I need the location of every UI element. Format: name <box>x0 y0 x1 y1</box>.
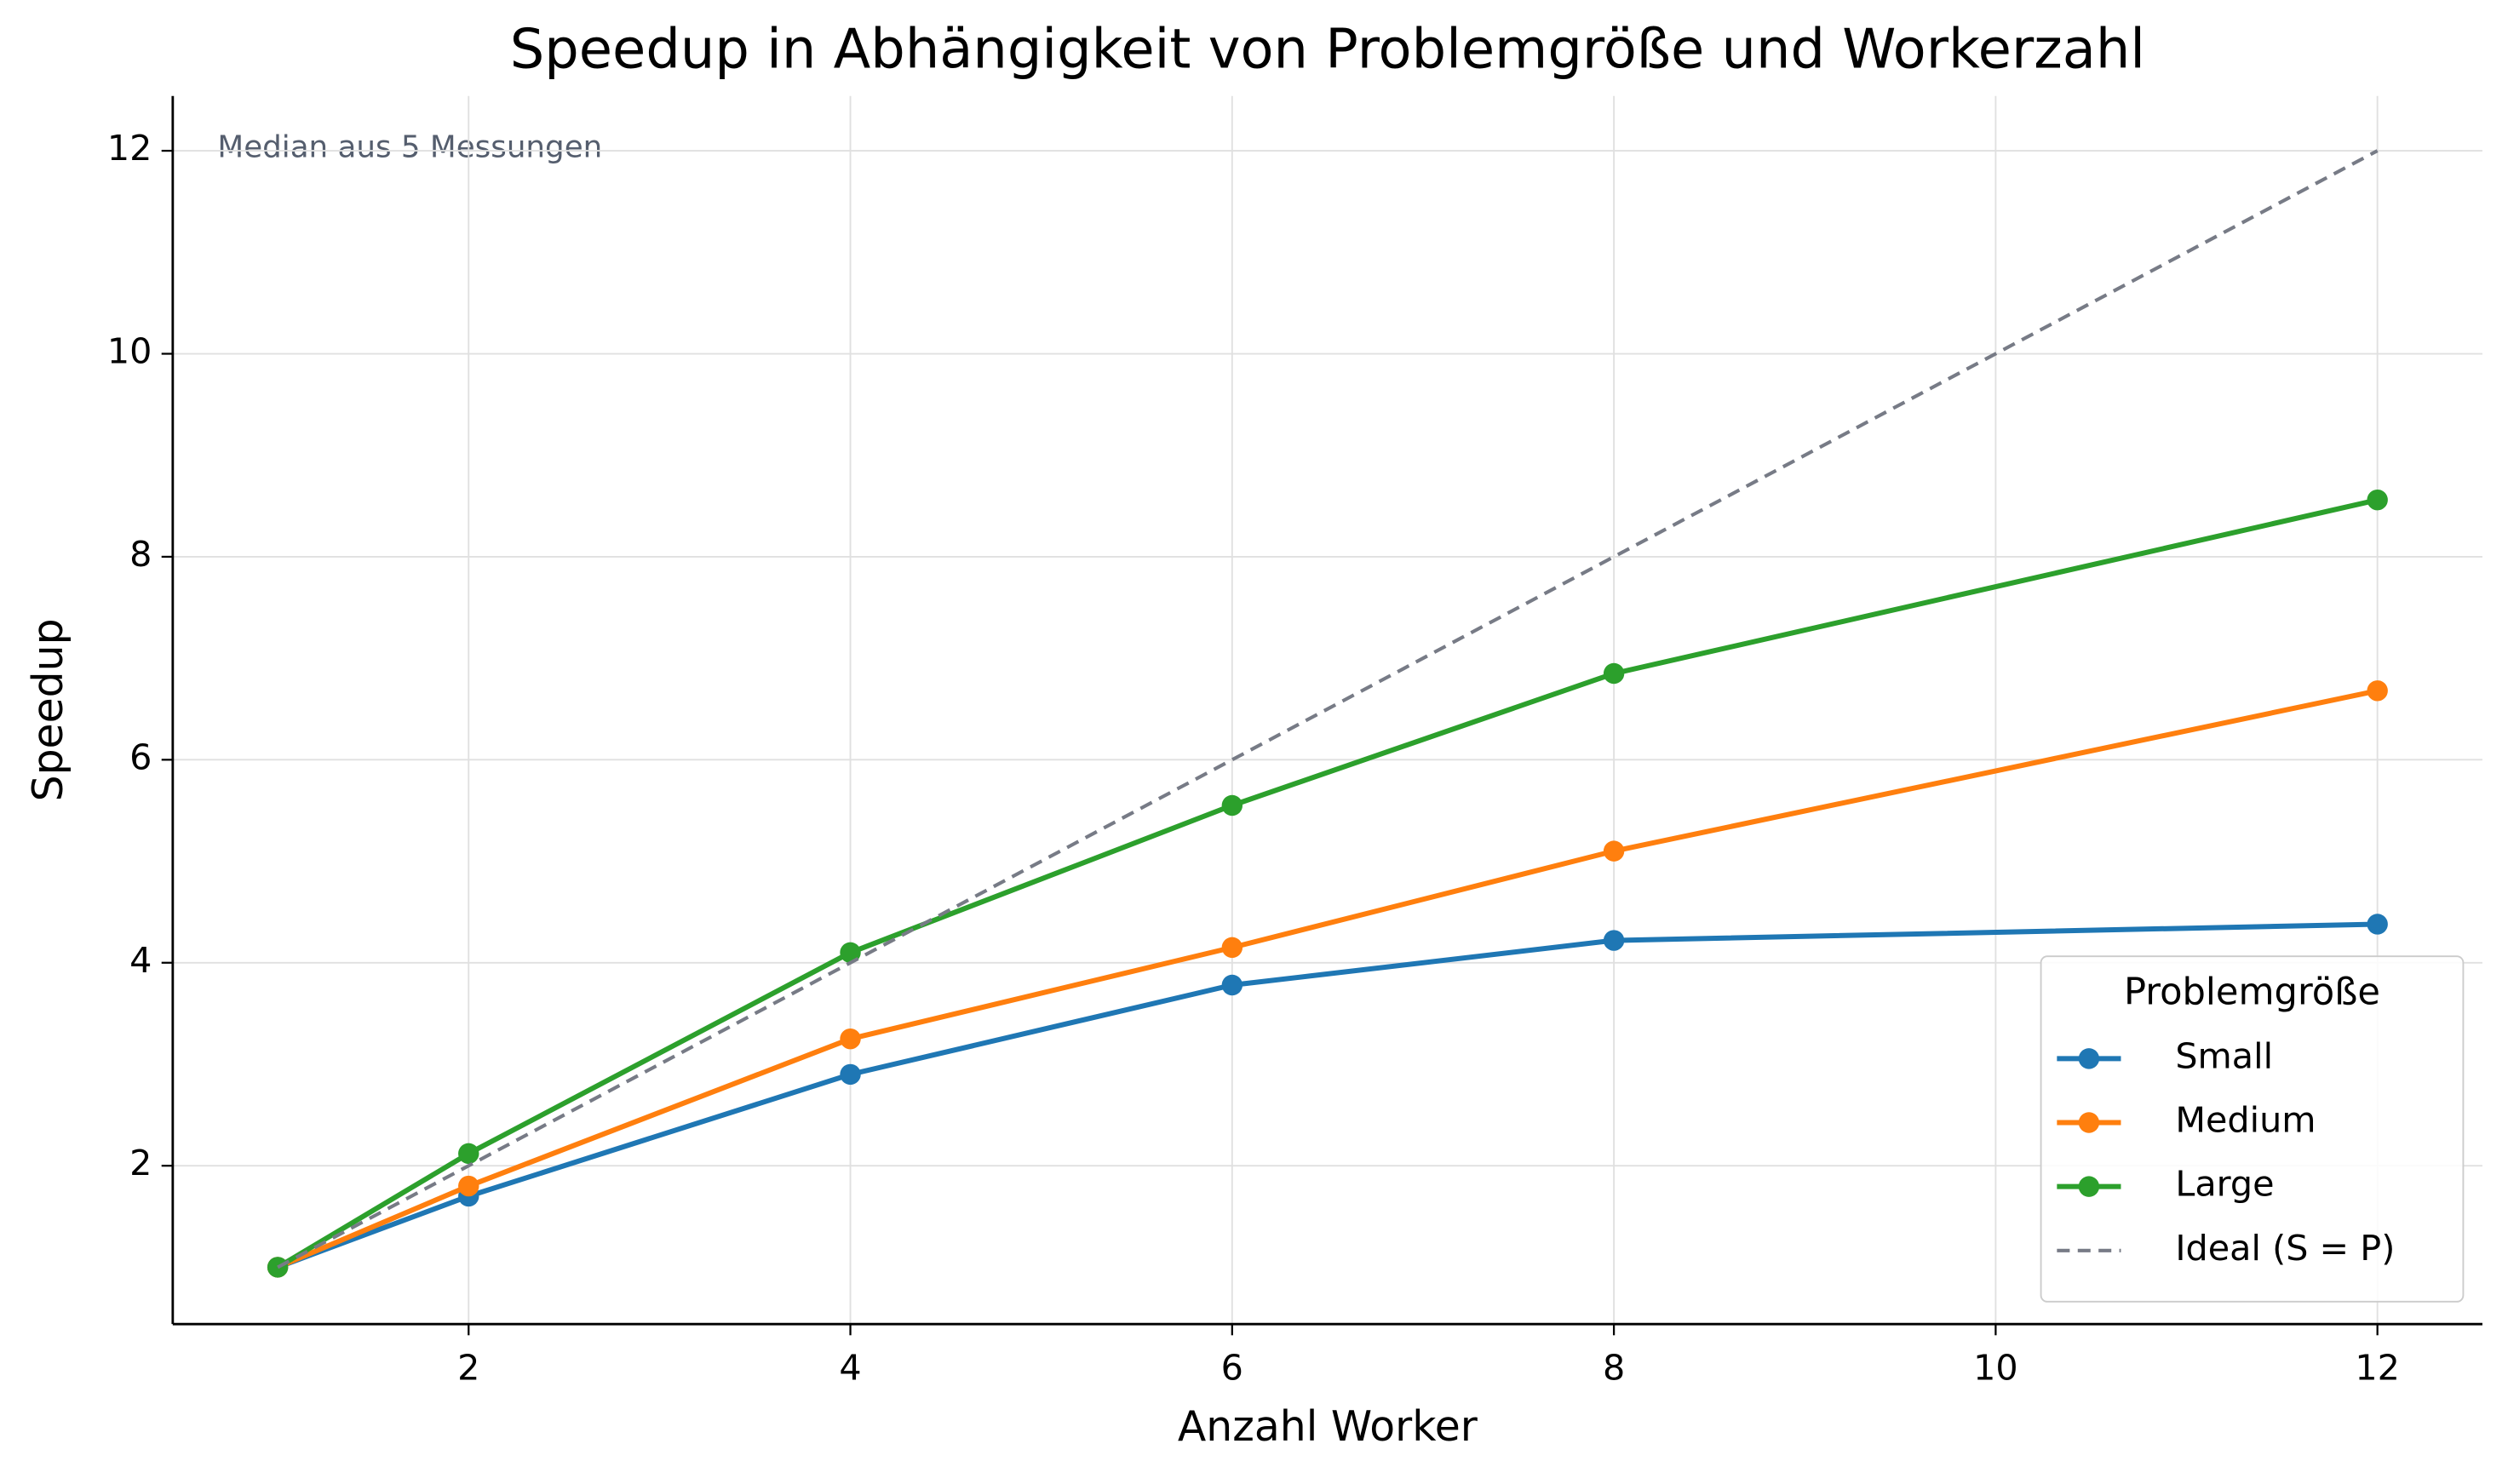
y-tick-label: 2 <box>129 1143 152 1183</box>
series-line <box>277 149 2379 1269</box>
legend-label: Medium <box>2175 1100 2316 1141</box>
data-point <box>840 942 861 964</box>
y-tick-label: 12 <box>107 128 152 169</box>
y-tick-label: 8 <box>129 534 152 575</box>
y-axis-label: Speedup <box>24 618 72 801</box>
data-point <box>840 1028 861 1050</box>
legend-marker <box>2078 1112 2100 1133</box>
annotation: Median aus 5 Messungen <box>217 130 602 165</box>
legend-label: Small <box>2175 1035 2273 1076</box>
data-point <box>1603 662 1625 685</box>
x-axis-label: Anzahl Worker <box>1178 1402 1478 1451</box>
x-tick-label: 4 <box>839 1348 861 1389</box>
series-line <box>276 688 2379 1270</box>
data-point <box>1221 974 1243 996</box>
data-point <box>2367 680 2388 702</box>
legend-label: Large <box>2175 1164 2274 1205</box>
data-point <box>2367 914 2388 935</box>
data-point <box>458 1175 479 1197</box>
x-tick-label: 2 <box>457 1348 479 1389</box>
legend-box <box>2040 955 2465 1303</box>
chart-title: Speedup in Abhängigkeit von Problemgröße… <box>510 19 2145 82</box>
x-tick-label: 12 <box>2355 1348 2400 1389</box>
x-tick-label: 6 <box>1221 1348 1243 1389</box>
data-point <box>458 1143 479 1165</box>
data-point <box>840 1063 861 1086</box>
data-point <box>1221 937 1243 959</box>
series-line <box>277 921 2378 1270</box>
legend-title: Problemgröße <box>2124 971 2380 1014</box>
series-line <box>276 497 2379 1269</box>
y-tick-label: 4 <box>129 940 152 981</box>
x-tick-label: 8 <box>1603 1348 1625 1389</box>
legend-marker <box>2078 1176 2100 1197</box>
data-point <box>1603 840 1625 862</box>
y-tick-label: 6 <box>129 736 152 777</box>
data-point <box>1221 794 1243 816</box>
y-tick-label: 10 <box>107 331 152 372</box>
data-point <box>2367 489 2388 511</box>
x-tick-label: 10 <box>1973 1348 2018 1389</box>
legend-marker <box>2078 1048 2100 1069</box>
legend-label: Ideal (S = P) <box>2175 1228 2395 1269</box>
data-point <box>1603 930 1625 951</box>
